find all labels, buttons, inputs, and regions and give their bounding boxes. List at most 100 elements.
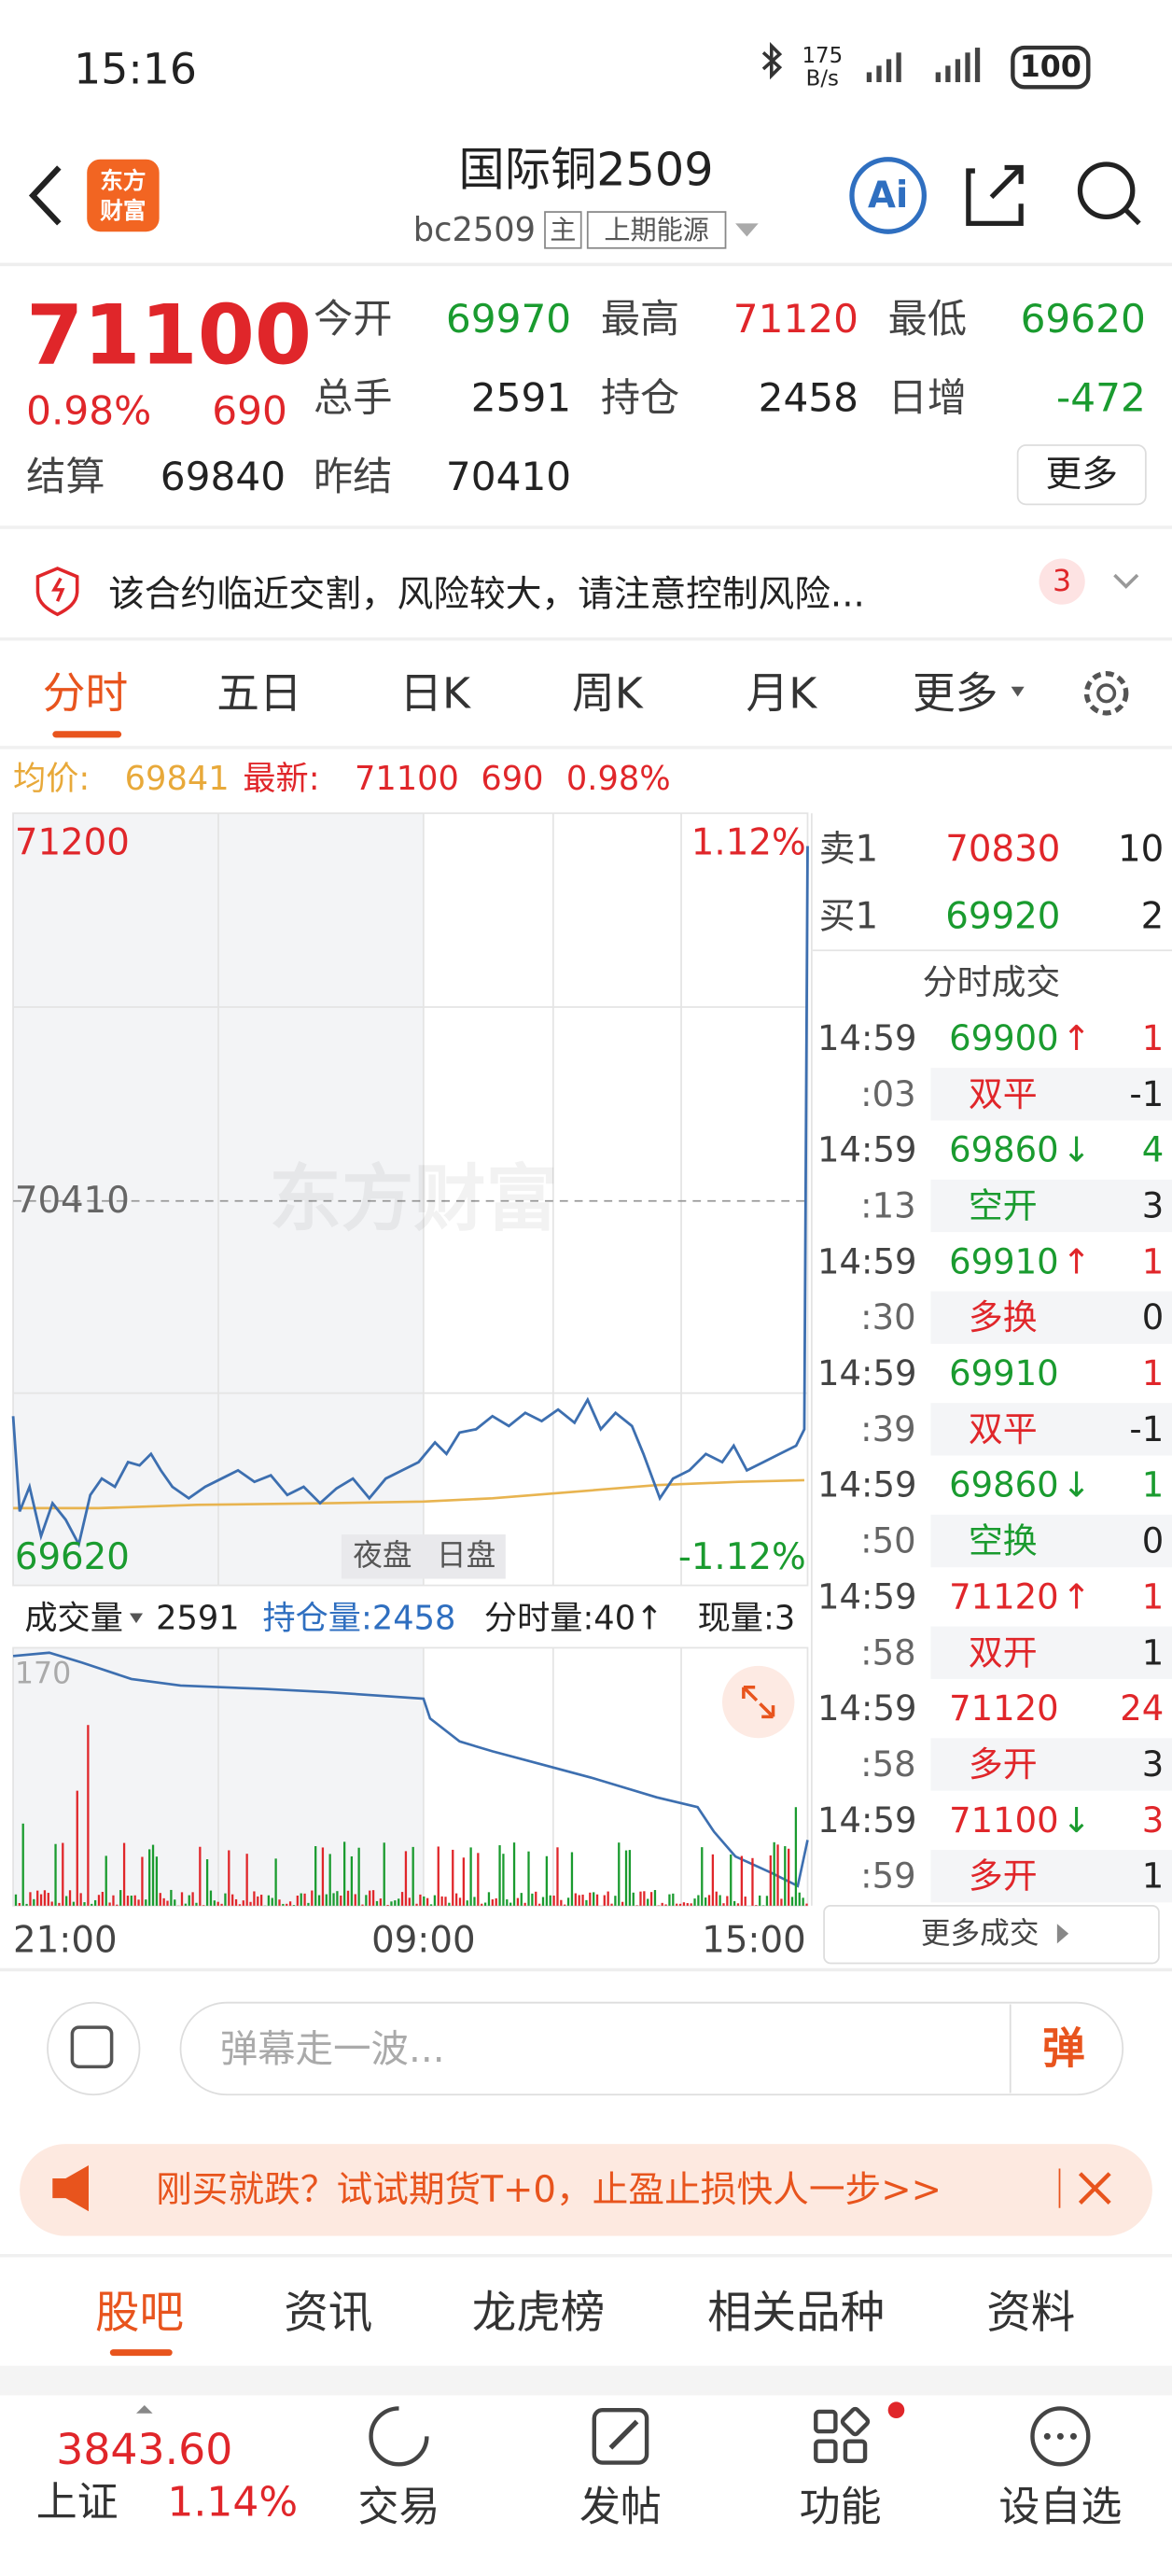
volume-bar	[498, 1845, 501, 1906]
volume-bar	[672, 1893, 675, 1906]
volume-bar	[491, 1899, 494, 1906]
comment-input[interactable]	[179, 2001, 1124, 2096]
dropdown-icon[interactable]	[735, 223, 759, 237]
volume-bar	[126, 1896, 130, 1906]
danmaku-settings[interactable]	[47, 2001, 141, 2096]
bottom-tab[interactable]: 股吧	[95, 2288, 184, 2339]
volume-bar	[653, 1890, 657, 1906]
volume-bar	[282, 1903, 285, 1906]
trade-action-bg	[930, 1738, 1172, 1791]
bottom-tab[interactable]: 资料	[986, 2288, 1075, 2339]
search-button[interactable]	[1077, 161, 1136, 219]
session-toggle[interactable]	[341, 1534, 506, 1579]
volume-bar	[303, 1893, 306, 1906]
more-trades[interactable]: 更多成交	[921, 1917, 1039, 1951]
volume-bar	[765, 1896, 769, 1906]
volume-bar	[400, 1892, 404, 1906]
logo[interactable]	[87, 159, 160, 232]
expand-button[interactable]	[722, 1665, 795, 1739]
volume-bar	[458, 1897, 462, 1906]
tab[interactable]: 周K	[572, 668, 644, 718]
tab[interactable]: 五日	[216, 668, 301, 718]
divider	[0, 746, 1172, 749]
field-label: 今开	[314, 296, 392, 342]
volume-bar	[231, 1894, 234, 1906]
field-value: 69840	[160, 454, 286, 499]
volume-bar	[730, 1854, 732, 1906]
more-button[interactable]	[1016, 444, 1147, 506]
close-banner[interactable]	[1078, 2172, 1111, 2205]
share-button[interactable]	[966, 164, 1024, 227]
more-trades-button[interactable]	[823, 1904, 1160, 1965]
tab[interactable]: 日K	[399, 668, 471, 718]
volume-bar	[603, 1895, 606, 1906]
arrow-icon	[1056, 1924, 1069, 1944]
volume-bar	[151, 1844, 155, 1906]
nav-item[interactable]: 功能	[800, 2484, 882, 2531]
trade-arrow: ↓	[1062, 1130, 1091, 1170]
volume-label[interactable]: 成交量	[24, 1599, 123, 1637]
volume-bar	[184, 1903, 188, 1906]
notice-badge	[1039, 558, 1085, 605]
volume-bar	[520, 1893, 523, 1906]
bottom-tab[interactable]: 相关品种	[707, 2288, 885, 2339]
bottom-tab[interactable]: 资讯	[284, 2288, 372, 2339]
bottom-tab[interactable]: 龙虎榜	[472, 2288, 605, 2339]
expand-notice[interactable]	[1113, 573, 1139, 589]
session[interactable]: 夜盘	[353, 1539, 412, 1573]
trade-sub-volume: 0	[1142, 1297, 1165, 1337]
net-speed: 175	[802, 44, 843, 68]
trade-volume: 1	[1142, 1576, 1165, 1617]
divider	[1058, 2168, 1061, 2208]
volume-bar	[253, 1891, 256, 1906]
book-price: 69920	[945, 896, 1060, 938]
volume-bar	[628, 1850, 632, 1906]
expand-icon	[742, 1685, 775, 1719]
volume-bar	[188, 1895, 190, 1906]
volume-bar	[788, 1848, 790, 1906]
nav-item[interactable]: 发帖	[579, 2484, 662, 2531]
change-pct: 0.98%	[26, 388, 151, 434]
back-button[interactable]	[28, 165, 62, 226]
volume-bar	[429, 1904, 433, 1906]
divider	[812, 949, 1172, 952]
y-label: 71200	[15, 821, 130, 863]
volume-bar	[469, 1847, 472, 1906]
tag: 上期能源	[604, 215, 709, 245]
nav-item[interactable]: 交易	[357, 2484, 440, 2531]
field-label: 日增	[888, 374, 967, 420]
volume-bar	[664, 1904, 667, 1906]
volume-bar	[477, 1853, 480, 1906]
volume-bar	[552, 1895, 555, 1906]
nav-item[interactable]: 设自选	[998, 2484, 1122, 2531]
divider	[0, 637, 1172, 641]
volume-bar	[209, 1890, 213, 1906]
danmaku-button[interactable]: 弹	[1042, 2023, 1085, 2073]
volume-bar	[776, 1844, 779, 1906]
trade-sub-volume: -1	[1129, 1074, 1164, 1114]
summary-change: 690	[481, 760, 543, 798]
volume-bar	[386, 1904, 389, 1906]
session[interactable]: 日盘	[437, 1539, 495, 1573]
volume-bar	[257, 1896, 259, 1906]
volume-bar	[531, 1893, 534, 1906]
volume-bar	[180, 1892, 184, 1906]
settings-button[interactable]	[1083, 671, 1129, 716]
volume-bar	[228, 1850, 230, 1906]
volume-bar	[133, 1895, 136, 1906]
tab[interactable]: 更多	[913, 668, 998, 718]
trade-volume: 4	[1142, 1130, 1165, 1170]
ai-button[interactable]	[849, 157, 928, 234]
promo-banner[interactable]	[20, 2144, 1152, 2236]
tab[interactable]: 月K	[746, 668, 817, 718]
volume-bar	[506, 1899, 509, 1906]
open-interest-line	[12, 1651, 809, 1888]
volume-bar	[589, 1892, 592, 1906]
volume-bar	[271, 1897, 273, 1906]
trade-second: :30	[860, 1297, 915, 1337]
tab[interactable]: 分时	[43, 668, 128, 718]
volume-bar	[119, 1890, 122, 1906]
trade-action: 双平	[969, 1074, 1038, 1114]
volume-bar	[191, 1892, 194, 1906]
change: 690	[212, 388, 287, 434]
